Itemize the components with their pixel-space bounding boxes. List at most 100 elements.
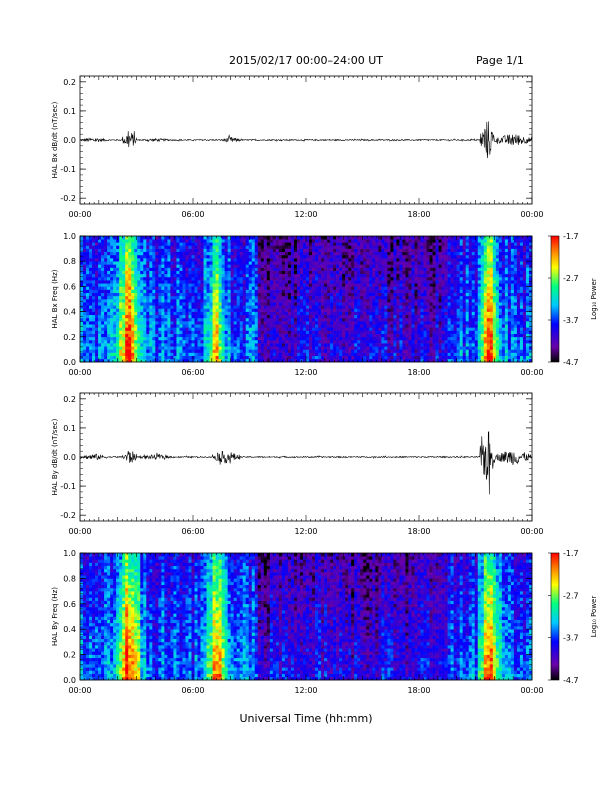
heatmap-cell [236, 302, 240, 306]
heatmap-cell [245, 305, 250, 309]
heatmap-cell [155, 273, 159, 278]
heatmap-cell [372, 333, 376, 338]
heatmap-cell [80, 254, 84, 259]
heatmap-cell [426, 292, 430, 297]
heatmap-cell [155, 346, 159, 350]
heatmap-cell [254, 343, 259, 347]
heatmap-cell [315, 267, 319, 271]
heatmap-cell [423, 239, 427, 243]
heatmap-cell [290, 311, 295, 316]
heatmap-cell [381, 321, 385, 325]
heatmap-cell [95, 261, 99, 265]
heatmap-cell [92, 302, 96, 306]
heatmap-cell [266, 261, 271, 265]
heatmap-cell [128, 248, 132, 253]
heatmap-cell [405, 343, 409, 347]
heatmap-cell [242, 339, 247, 344]
heatmap-cell [254, 358, 259, 363]
heatmap-cell [185, 273, 189, 278]
heatmap-cell [86, 352, 90, 356]
heatmap-cell [125, 276, 129, 281]
heatmap-cell [119, 295, 123, 300]
heatmap-cell [242, 358, 247, 363]
heatmap-cell [296, 358, 301, 363]
heatmap-cell [173, 343, 177, 347]
heatmap-cell [110, 330, 114, 334]
heatmap-cell [203, 242, 207, 246]
heatmap-cell [390, 333, 394, 338]
heatmap-cell [290, 254, 295, 259]
heatmap-cell [396, 276, 400, 281]
heatmap-cell [269, 321, 274, 325]
heatmap-cell [426, 239, 430, 243]
heatmap-cell [429, 273, 433, 278]
heatmap-cell [393, 336, 397, 341]
heatmap-cell [375, 330, 379, 334]
heatmap-cell [134, 286, 138, 290]
heatmap-cell [122, 305, 126, 309]
heatmap-cell [188, 236, 192, 240]
heatmap-cell [110, 355, 114, 360]
heatmap-cell [224, 339, 228, 344]
heatmap-cell [245, 302, 250, 306]
heatmap-cell [318, 343, 322, 347]
heatmap-cell [381, 346, 385, 350]
heatmap-cell [179, 339, 183, 344]
heatmap-cell [182, 299, 186, 303]
x-tick-label: 00:00 [68, 210, 91, 219]
heatmap-cell [218, 358, 222, 363]
heatmap-cell [432, 308, 436, 312]
heatmap-cell [212, 254, 216, 259]
heatmap-cell [315, 311, 319, 316]
heatmap-cell [221, 349, 225, 353]
heatmap-cell [122, 302, 126, 306]
heatmap-cell [306, 289, 310, 293]
heatmap-cell [306, 299, 310, 303]
heatmap-cell [321, 299, 325, 303]
heatmap-cell [408, 276, 412, 281]
heatmap-cell [387, 276, 391, 281]
heatmap-cell [194, 349, 198, 353]
heatmap-cell [101, 261, 105, 265]
heatmap-cell [260, 251, 265, 256]
heatmap-cell [149, 264, 153, 268]
heatmap-cell [227, 280, 231, 284]
heatmap-cell [224, 267, 228, 271]
heatmap-cell [161, 261, 165, 265]
heatmap-cell [221, 283, 225, 287]
heatmap-cell [426, 333, 430, 338]
heatmap-cell [203, 311, 207, 316]
heatmap-cell [330, 352, 334, 356]
heatmap-cell [143, 242, 147, 246]
heatmap-cell [194, 355, 198, 360]
heatmap-cell [390, 308, 394, 312]
heatmap-cell [176, 355, 180, 360]
heatmap-cell [92, 311, 96, 316]
heatmap-cell [101, 264, 105, 268]
plot-title: 2015/02/17 00:00–24:00 UT [228, 54, 384, 67]
heatmap-cell [411, 245, 415, 249]
heatmap-cell [336, 248, 340, 253]
heatmap-cell [167, 299, 171, 303]
heatmap-cell [302, 343, 307, 347]
heatmap-cell [152, 358, 156, 363]
heatmap-cell [143, 299, 147, 303]
heatmap-cell [200, 355, 204, 360]
heatmap-cell [348, 324, 352, 328]
heatmap-cell [293, 289, 298, 293]
heatmap-cell [375, 264, 379, 268]
heatmap-cell [281, 317, 286, 322]
heatmap-cell [348, 258, 352, 262]
heatmap-cell [393, 258, 397, 262]
heatmap-cell [116, 330, 120, 334]
heatmap-cell [393, 327, 397, 331]
heatmap-cell [200, 336, 204, 341]
heatmap-cell [245, 358, 250, 363]
heatmap-cell [309, 299, 313, 303]
heatmap-cell [333, 280, 337, 284]
heatmap-cell [257, 314, 262, 319]
heatmap-cell [251, 264, 256, 268]
heatmap-cell [101, 330, 105, 334]
heatmap-cell [185, 261, 189, 265]
heatmap-cell [260, 242, 265, 246]
